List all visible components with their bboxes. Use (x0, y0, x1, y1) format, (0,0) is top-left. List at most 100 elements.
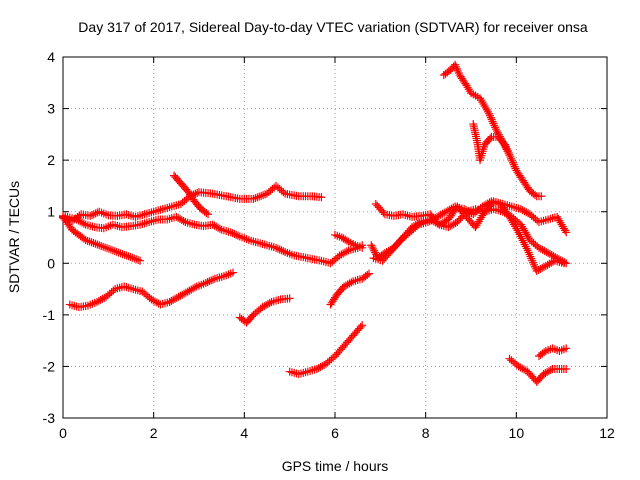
data-point-marker (531, 190, 540, 199)
series-arc-5 (65, 268, 237, 312)
data-point-marker (365, 269, 373, 278)
data-point-marker (437, 219, 446, 228)
data-point-marker (518, 364, 527, 373)
data-point-marker (536, 244, 545, 253)
data-point-marker (202, 209, 211, 218)
y-tick-label: 1 (47, 204, 55, 220)
y-tick-label: 0 (47, 255, 55, 271)
data-point-marker (506, 152, 515, 161)
data-point-marker (539, 262, 548, 271)
data-point-marker (562, 344, 571, 353)
x-tick-label: 0 (59, 425, 67, 441)
data-point-marker (208, 220, 217, 229)
x-axis-label: GPS time / hours (282, 458, 389, 474)
data-point-marker (94, 296, 103, 305)
data-point-marker (204, 210, 213, 219)
data-point-marker (511, 164, 520, 173)
data-point-marker (167, 296, 176, 305)
data-point-marker (112, 247, 121, 256)
data-point-marker (528, 256, 537, 265)
data-point-marker (518, 206, 527, 215)
data-point-marker (505, 150, 514, 159)
data-point-marker (413, 222, 422, 231)
data-point-marker (339, 249, 348, 258)
data-point-marker (335, 251, 344, 260)
data-point-marker (260, 302, 269, 311)
data-point-marker (72, 215, 81, 224)
data-point-marker (109, 286, 118, 295)
data-point-marker (535, 243, 543, 252)
data-point-marker (78, 218, 87, 227)
data-point-marker (516, 205, 525, 214)
data-point-marker (543, 260, 552, 269)
y-tick-label: -1 (43, 307, 56, 323)
data-point-marker (520, 365, 529, 374)
data-point-marker (367, 241, 376, 250)
data-point-marker (81, 236, 90, 245)
data-point-marker (91, 209, 100, 218)
data-point-marker (120, 250, 129, 259)
x-tick-label: 10 (509, 425, 525, 441)
data-point-marker (265, 298, 274, 307)
data-point-marker (492, 127, 501, 136)
series-arc-16 (535, 344, 571, 361)
data-point-marker (76, 217, 85, 226)
data-point-marker (487, 115, 496, 124)
grid-lines (63, 57, 607, 418)
data-point-marker (525, 250, 534, 259)
data-point-marker (485, 111, 494, 120)
data-point-marker (87, 238, 96, 247)
data-point-marker (515, 230, 524, 239)
data-point-marker (541, 261, 550, 270)
data-point-marker (251, 194, 260, 203)
data-point-marker (490, 121, 499, 130)
y-axis-label: SDTVAR / TECUs (6, 181, 22, 293)
data-point-marker (124, 252, 133, 261)
data-point-marker (491, 123, 500, 132)
data-point-marker (526, 252, 535, 261)
data-point-marker (181, 288, 190, 297)
data-point-marker (180, 289, 189, 298)
data-point-marker (228, 229, 237, 238)
data-point-marker (170, 294, 179, 303)
data-point-marker (522, 208, 531, 217)
data-point-marker (478, 202, 487, 211)
data-point-marker (507, 154, 516, 163)
series-arc-7 (285, 321, 367, 379)
data-point-marker (93, 240, 102, 249)
data-point-marker (108, 246, 117, 255)
data-point-marker (95, 241, 104, 250)
data-point-marker (312, 365, 321, 374)
data-point-marker (542, 247, 551, 256)
data-point-marker (559, 259, 568, 268)
data-point-marker (126, 253, 135, 262)
data-point-marker (516, 363, 525, 372)
data-point-marker (508, 156, 517, 165)
data-point-marker (257, 191, 266, 200)
data-point-marker (358, 243, 367, 252)
data-point-marker (273, 244, 282, 253)
data-point-marker (175, 214, 184, 223)
data-point-marker (514, 362, 523, 371)
data-point-marker (538, 245, 547, 254)
data-point-marker (488, 117, 497, 126)
data-point-marker (259, 191, 268, 200)
data-point-marker (440, 208, 449, 217)
data-point-marker (89, 239, 98, 248)
data-point-marker (279, 247, 288, 256)
data-point-marker (345, 279, 354, 288)
data-point-marker (104, 244, 113, 253)
data-point-marker (363, 270, 372, 279)
data-point-marker (452, 64, 461, 73)
data-point-marker (438, 209, 447, 218)
data-point-marker (524, 248, 533, 257)
data-point-marker (172, 212, 181, 221)
data-point-marker (518, 236, 527, 245)
data-point-marker (122, 251, 131, 260)
data-point-marker (191, 189, 200, 198)
data-point-marker (504, 148, 513, 157)
data-point-marker (103, 244, 112, 253)
data-point-marker (536, 264, 545, 273)
data-point-marker (74, 216, 83, 225)
